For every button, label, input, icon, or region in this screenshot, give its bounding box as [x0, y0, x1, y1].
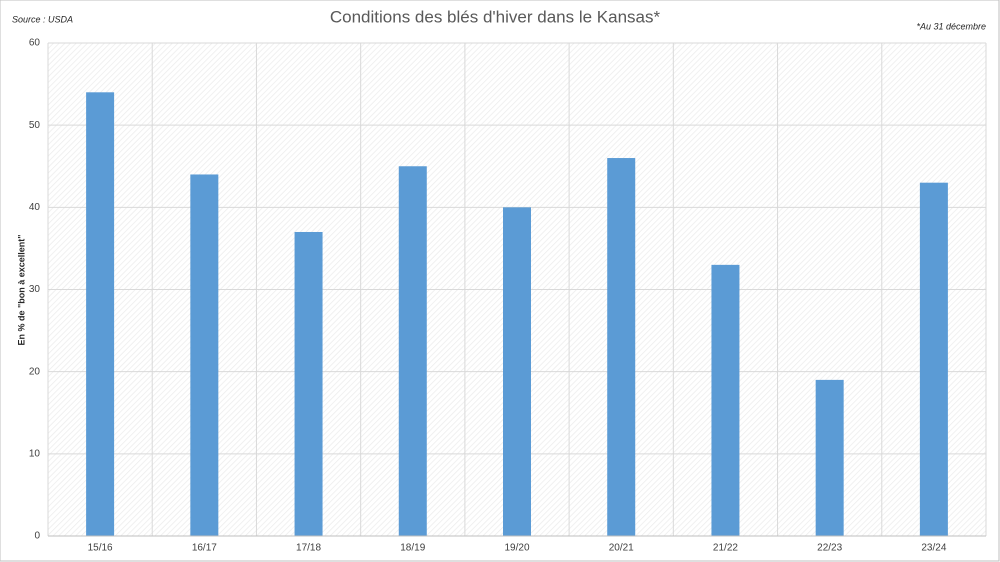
y-tick-label: 30 — [29, 284, 41, 295]
x-tick-label: 23/24 — [921, 543, 946, 554]
chart-title: Conditions des blés d'hiver dans le Kans… — [330, 7, 661, 26]
x-tick-label: 16/17 — [192, 543, 217, 554]
y-tick-label: 60 — [29, 38, 41, 49]
y-tick-label: 0 — [34, 531, 40, 542]
y-tick-label: 10 — [29, 448, 41, 459]
bar — [86, 92, 115, 537]
x-tick-label: 17/18 — [296, 543, 321, 554]
y-tick-label: 40 — [29, 202, 41, 213]
x-tick-label: 18/19 — [400, 543, 425, 554]
bar — [607, 158, 636, 537]
x-tick-label: 19/20 — [504, 543, 529, 554]
y-axis-label: En % de "bon à excellent" — [16, 234, 26, 345]
x-tick-label: 20/21 — [609, 543, 634, 554]
bar — [711, 264, 740, 536]
bar — [503, 207, 531, 537]
bar — [919, 182, 948, 536]
x-tick-label: 15/16 — [88, 543, 113, 554]
y-tick-label: 50 — [29, 120, 41, 131]
note: *Au 31 décembre — [916, 21, 986, 31]
bar — [815, 379, 844, 536]
source: Source : USDA — [12, 14, 73, 24]
bar — [190, 174, 219, 536]
y-tick-label: 20 — [29, 366, 41, 377]
x-tick-label: 21/22 — [713, 543, 738, 554]
bar — [398, 166, 427, 536]
bar — [294, 231, 323, 536]
x-tick-label: 22/23 — [817, 543, 842, 554]
